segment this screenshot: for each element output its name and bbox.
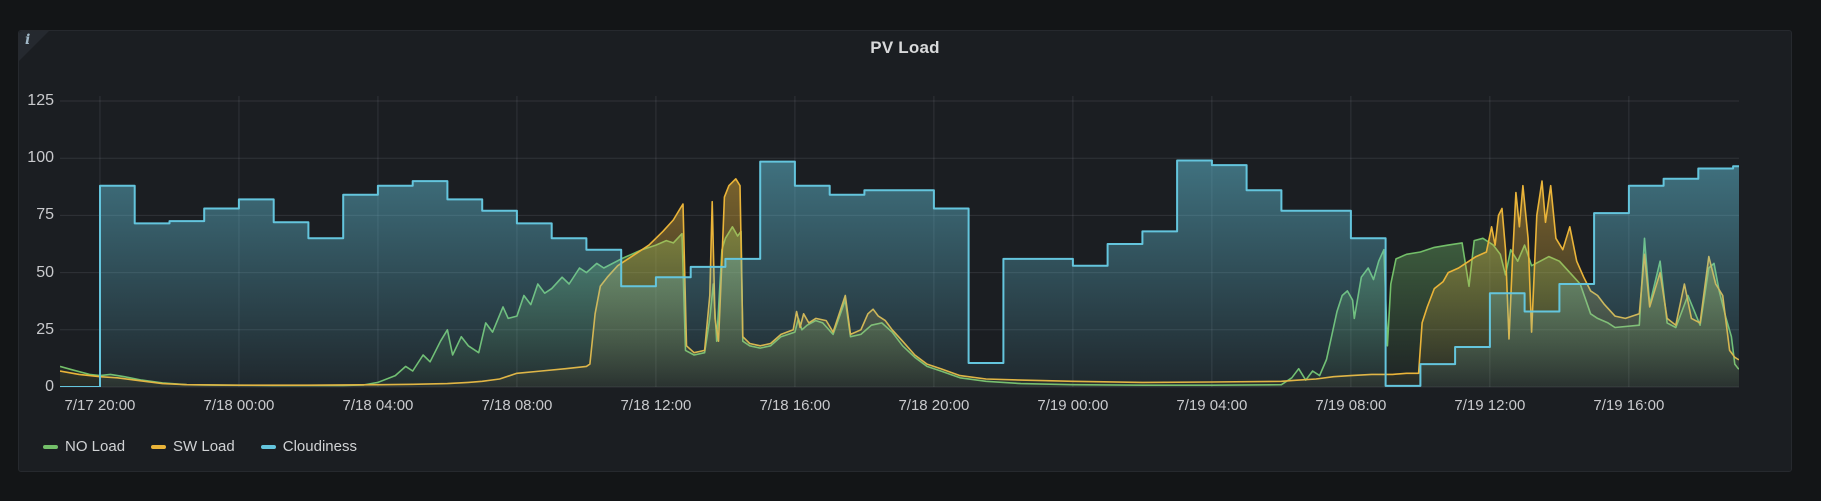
x-tick-label: 7/19 12:00	[1454, 397, 1526, 414]
y-tick-label: 125	[27, 92, 54, 109]
legend-swatch-icon	[260, 444, 276, 449]
y-tick-label: 25	[36, 320, 54, 338]
x-tick-label: 7/18 16:00	[759, 397, 831, 414]
y-tick-label: 100	[27, 149, 54, 167]
legend-swatch-icon	[151, 444, 167, 449]
info-icon: i	[25, 32, 31, 48]
legend-label: SW Load	[173, 438, 235, 455]
y-tick-label: 0	[45, 378, 54, 395]
legend-swatch-icon	[43, 444, 58, 449]
legend-item-no-load[interactable]: NO Load	[43, 438, 125, 455]
legend-label: NO Load	[65, 438, 126, 455]
y-tick-label: 75	[36, 206, 54, 224]
x-tick-label: 7/19 08:00	[1315, 397, 1387, 414]
legend-label: Cloudiness	[282, 438, 357, 455]
x-tick-label: 7/19 00:00	[1037, 397, 1109, 414]
legend: NO Load SW Load Cloudiness	[43, 438, 357, 455]
panel-title[interactable]: PV Load	[870, 38, 940, 57]
x-tick-label: 7/18 12:00	[620, 397, 692, 414]
x-tick-label: 7/18 04:00	[342, 397, 414, 414]
x-tick-label: 7/18 08:00	[481, 397, 553, 414]
legend-item-sw-load[interactable]: SW Load	[151, 438, 235, 455]
x-tick-label: 7/19 16:00	[1593, 397, 1665, 414]
x-tick-label: 7/18 00:00	[203, 397, 275, 414]
y-tick-label: 50	[36, 263, 54, 281]
x-tick-label: 7/19 04:00	[1176, 397, 1248, 414]
x-tick-label: 7/18 20:00	[898, 397, 970, 414]
legend-item-cloudiness[interactable]: Cloudiness	[260, 438, 357, 455]
series-cloudiness	[60, 159, 1739, 387]
panel-info-corner[interactable]: i	[19, 31, 49, 61]
x-tick-label: 7/17 20:00	[64, 397, 136, 414]
